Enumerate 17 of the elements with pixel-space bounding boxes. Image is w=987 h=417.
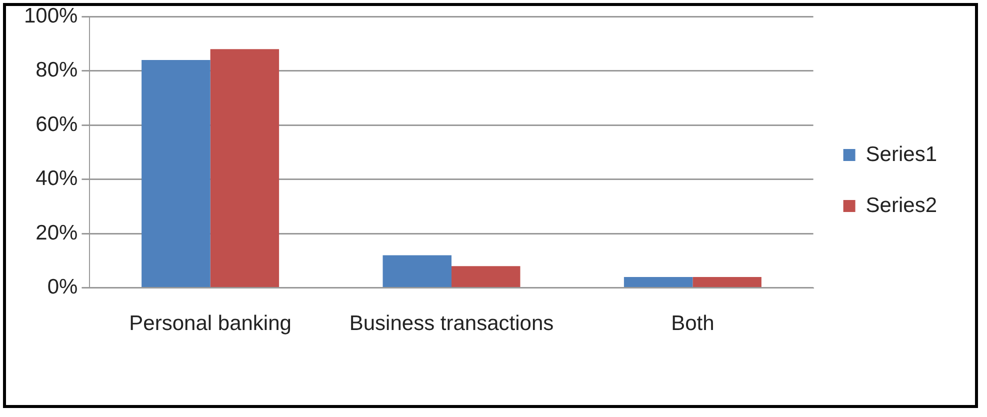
x-tick-label: Business transactions [349, 312, 554, 336]
y-tick-label: 0% [47, 276, 78, 299]
bar [210, 49, 280, 288]
x-tick-label: Both [671, 312, 714, 336]
bar [142, 60, 210, 288]
y-tick-label: 20% [36, 221, 78, 244]
y-tick-label: 80% [36, 58, 78, 82]
bar [452, 266, 520, 288]
legend-label: Series2 [866, 194, 937, 217]
bar [382, 255, 452, 288]
x-tick-label: Personal banking [129, 312, 292, 336]
bar [692, 276, 762, 288]
bar [624, 276, 693, 288]
legend-label: Series1 [866, 142, 937, 166]
y-tick-label: 40% [36, 167, 78, 190]
y-tick-label: 100% [24, 4, 78, 28]
y-tick-label: 60% [36, 112, 78, 136]
